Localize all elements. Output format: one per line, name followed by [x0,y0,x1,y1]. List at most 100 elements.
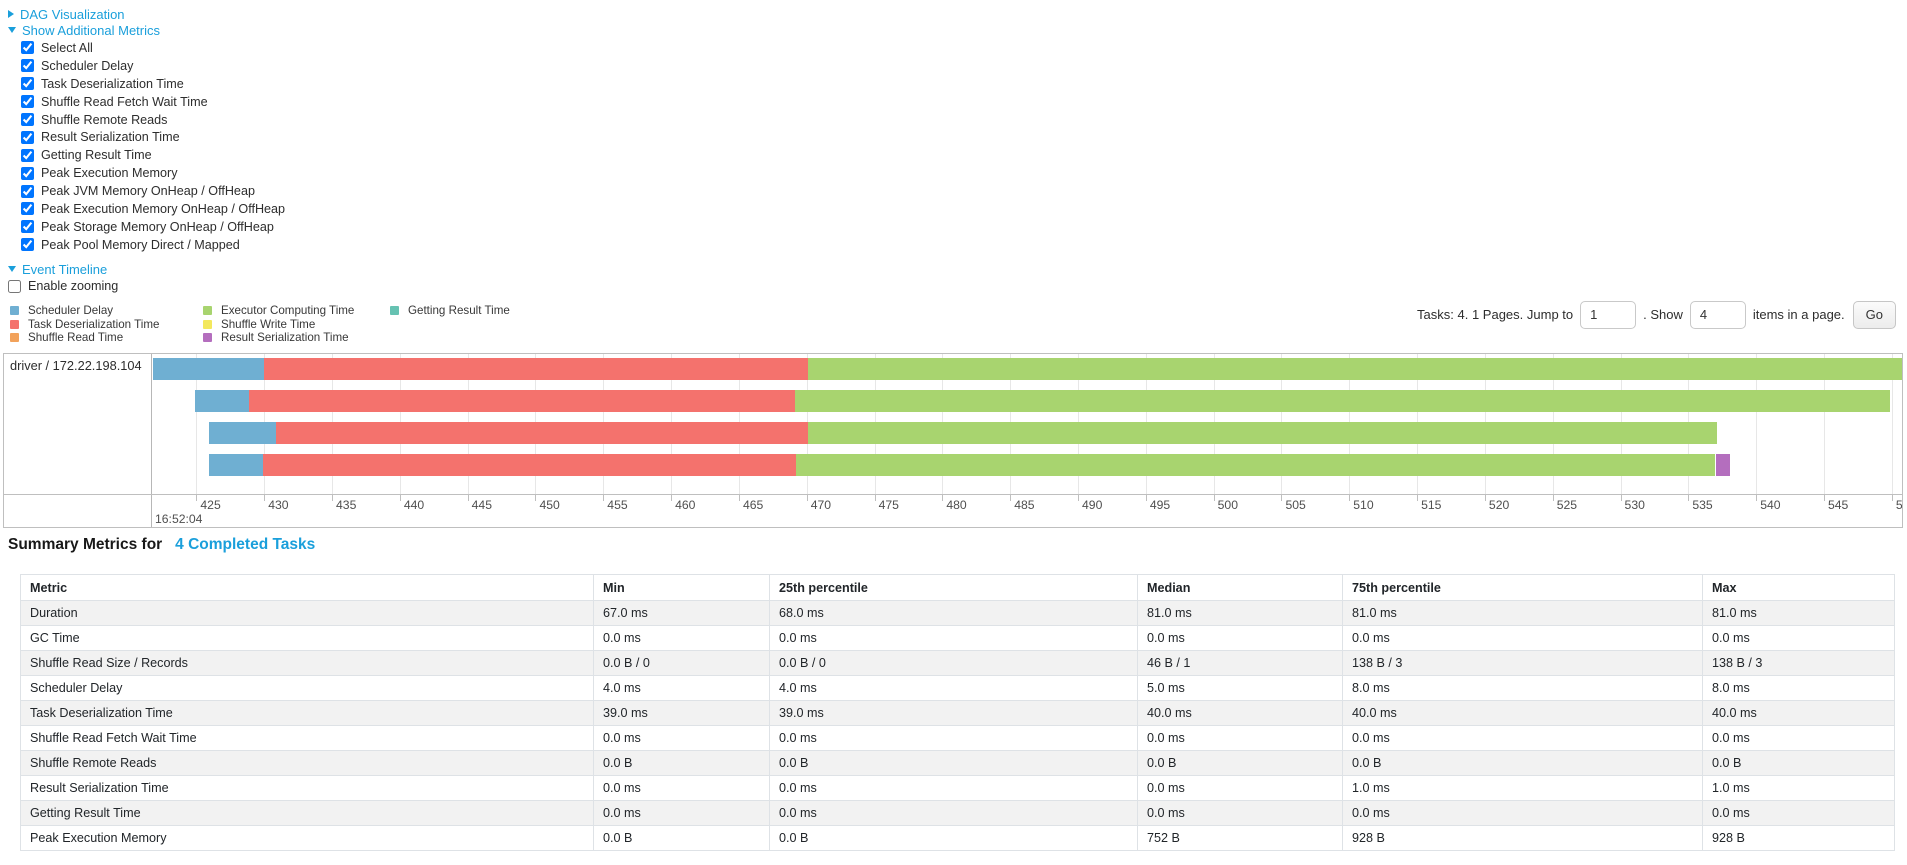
table-column-header: Metric [20,574,594,601]
metric-checkbox[interactable] [21,166,34,180]
metric-name-cell: Getting Result Time [20,800,594,826]
metric-value-cell: 0.0 ms [1137,800,1343,826]
metric-value-cell: 138 B / 3 [1702,650,1895,676]
metric-checkbox[interactable] [21,202,34,216]
legend-column: Getting Result Time [390,304,510,345]
axis-tick-label: 425 [200,498,221,512]
task-bar-segment-task_deserialization[interactable] [262,454,796,476]
jump-to-page-input[interactable] [1580,300,1637,329]
metric-checkbox[interactable] [21,77,34,91]
metric-value-cell: 39.0 ms [769,700,1138,726]
table-row: Result Serialization Time 0.0 ms 0.0 ms 0.0… [20,775,1895,801]
timeline-gridline [1824,354,1825,494]
metric-checkbox[interactable] [21,95,34,109]
metric-checkbox[interactable] [21,113,34,126]
show-additional-metrics-toggle[interactable]: Show Additional Metrics [8,22,160,38]
items-per-page-label: items in a page. [1752,307,1845,322]
tasks-page-info: Tasks: 4. 1 Pages. Jump to [1417,307,1574,322]
enable-zooming-checkbox[interactable] [8,279,21,293]
task-bar-segment-task_deserialization[interactable] [249,390,795,412]
metric-value-cell: 0.0 ms [593,800,770,826]
axis-tick-label: 495 [1149,498,1171,512]
enable-zooming-row: Enable zooming [8,279,118,293]
metric-checkbox-label: Task Deserialization Time [41,76,184,91]
metric-checkbox-label: Shuffle Remote Reads [41,112,168,127]
metric-name-cell: Scheduler Delay [20,675,594,701]
legend-label: Result Serialization Time [221,331,349,345]
legend-swatch-scheduler_delay [10,306,19,316]
metric-checkbox[interactable] [21,220,34,234]
task-bar-segment-task_deserialization[interactable] [276,422,809,444]
axis-tick-label: 435 [336,498,357,512]
axis-tick-label: 525 [1556,498,1578,512]
axis-tick [1010,495,1012,501]
legend-swatch-getting_result [390,306,399,316]
axis-tick-label: 450 [539,498,560,512]
dag-visualization-label[interactable]: DAG Visualization [20,6,125,22]
show-additional-metrics-label[interactable]: Show Additional Metrics [22,22,161,38]
metric-checkbox[interactable] [21,130,34,144]
dag-visualization-toggle[interactable]: DAG Visualization [8,6,125,22]
metric-value-cell: 0.0 B [769,825,1138,851]
timeline-legend: Scheduler Delay Task Deserialization Time… [10,304,510,345]
go-button[interactable]: Go [1852,300,1896,329]
axis-tick-label: 470 [810,498,832,512]
metric-checkbox-label: Peak JVM Memory OnHeap / OffHeap [41,184,255,199]
task-bar-segment-scheduler_delay[interactable] [208,454,263,476]
task-bar-segment-executor_computing[interactable] [808,358,1902,380]
event-timeline-label[interactable]: Event Timeline [22,261,108,277]
metric-value-cell: 0.0 B [1342,750,1703,776]
metric-checkbox-label: Peak Pool Memory Direct / Mapped [41,237,240,252]
metric-value-cell: 0.0 ms [1702,725,1895,751]
legend-label: Shuffle Write Time [221,317,316,331]
task-bar-segment-scheduler_delay[interactable] [195,390,250,412]
task-bar-segment-executor_computing[interactable] [795,454,1716,476]
metric-value-cell: 40.0 ms [1137,700,1343,726]
axis-tick-label: 550 [1895,498,1903,512]
axis-tick [1281,495,1283,501]
metric-value-cell: 0.0 B / 0 [769,650,1138,676]
enable-zooming-label: Enable zooming [28,279,119,293]
timeline-gridline [196,354,198,494]
completed-tasks-link[interactable]: 4 Completed Tasks [175,536,316,553]
task-bar-segment-executor_computing[interactable] [794,390,1891,412]
table-column-header: Min [593,574,770,601]
metric-checkbox[interactable] [21,148,34,162]
timeline-gridline [1756,354,1758,494]
table-row: Shuffle Read Fetch Wait Time 0.0 ms 0.0 ms… [20,725,1895,751]
legend-item: Getting Result Time [390,304,510,318]
items-per-page-input[interactable] [1689,300,1746,329]
task-bar-segment-result_serialization[interactable] [1715,454,1731,476]
metric-checkbox-label: Peak Storage Memory OnHeap / OffHeap [41,219,274,234]
metric-value-cell: 67.0 ms [593,600,770,626]
axis-tick [1824,495,1825,501]
metric-value-cell: 40.0 ms [1342,700,1703,726]
axis-tick-label: 545 [1828,498,1849,512]
table-row: Duration 67.0 ms 68.0 ms 81.0 ms 81.0 ms 81.0… [20,600,1895,626]
metric-value-cell: 40.0 ms [1702,700,1895,726]
metric-checkbox-row: Task Deserialization Time [21,75,285,93]
axis-tick-label: 475 [878,498,899,512]
axis-tick [738,495,740,501]
task-bar-segment-scheduler_delay[interactable] [208,422,277,444]
metric-checkbox[interactable] [21,238,34,252]
metric-checkbox[interactable] [21,41,34,55]
metric-checkbox[interactable] [21,184,34,198]
metric-value-cell: 81.0 ms [1702,600,1895,626]
table-column-header: 75th percentile [1342,574,1703,601]
metric-value-cell: 0.0 B [1702,750,1895,776]
metric-checkbox[interactable] [21,59,34,73]
summary-metrics-heading: Summary Metrics for 4 Completed Tasks [8,536,315,554]
table-row: Task Deserialization Time 39.0 ms 39.0 ms 4… [20,700,1895,726]
task-bar-segment-task_deserialization[interactable] [264,358,809,380]
task-bar-segment-scheduler_delay[interactable] [153,358,265,380]
metric-value-cell: 0.0 ms [1342,725,1703,751]
task-bar-segment-executor_computing[interactable] [808,422,1717,444]
legend-column: Executor Computing Time Shuffle Write Tim… [203,304,390,345]
metric-checkbox-row: Shuffle Read Fetch Wait Time [21,93,285,111]
axis-tick-label: 480 [946,498,967,512]
axis-tick [196,495,198,501]
event-timeline-toggle[interactable]: Event Timeline [8,261,107,277]
metric-checkbox-row: Peak Storage Memory OnHeap / OffHeap [21,218,285,236]
metric-value-cell: 4.0 ms [593,675,770,701]
